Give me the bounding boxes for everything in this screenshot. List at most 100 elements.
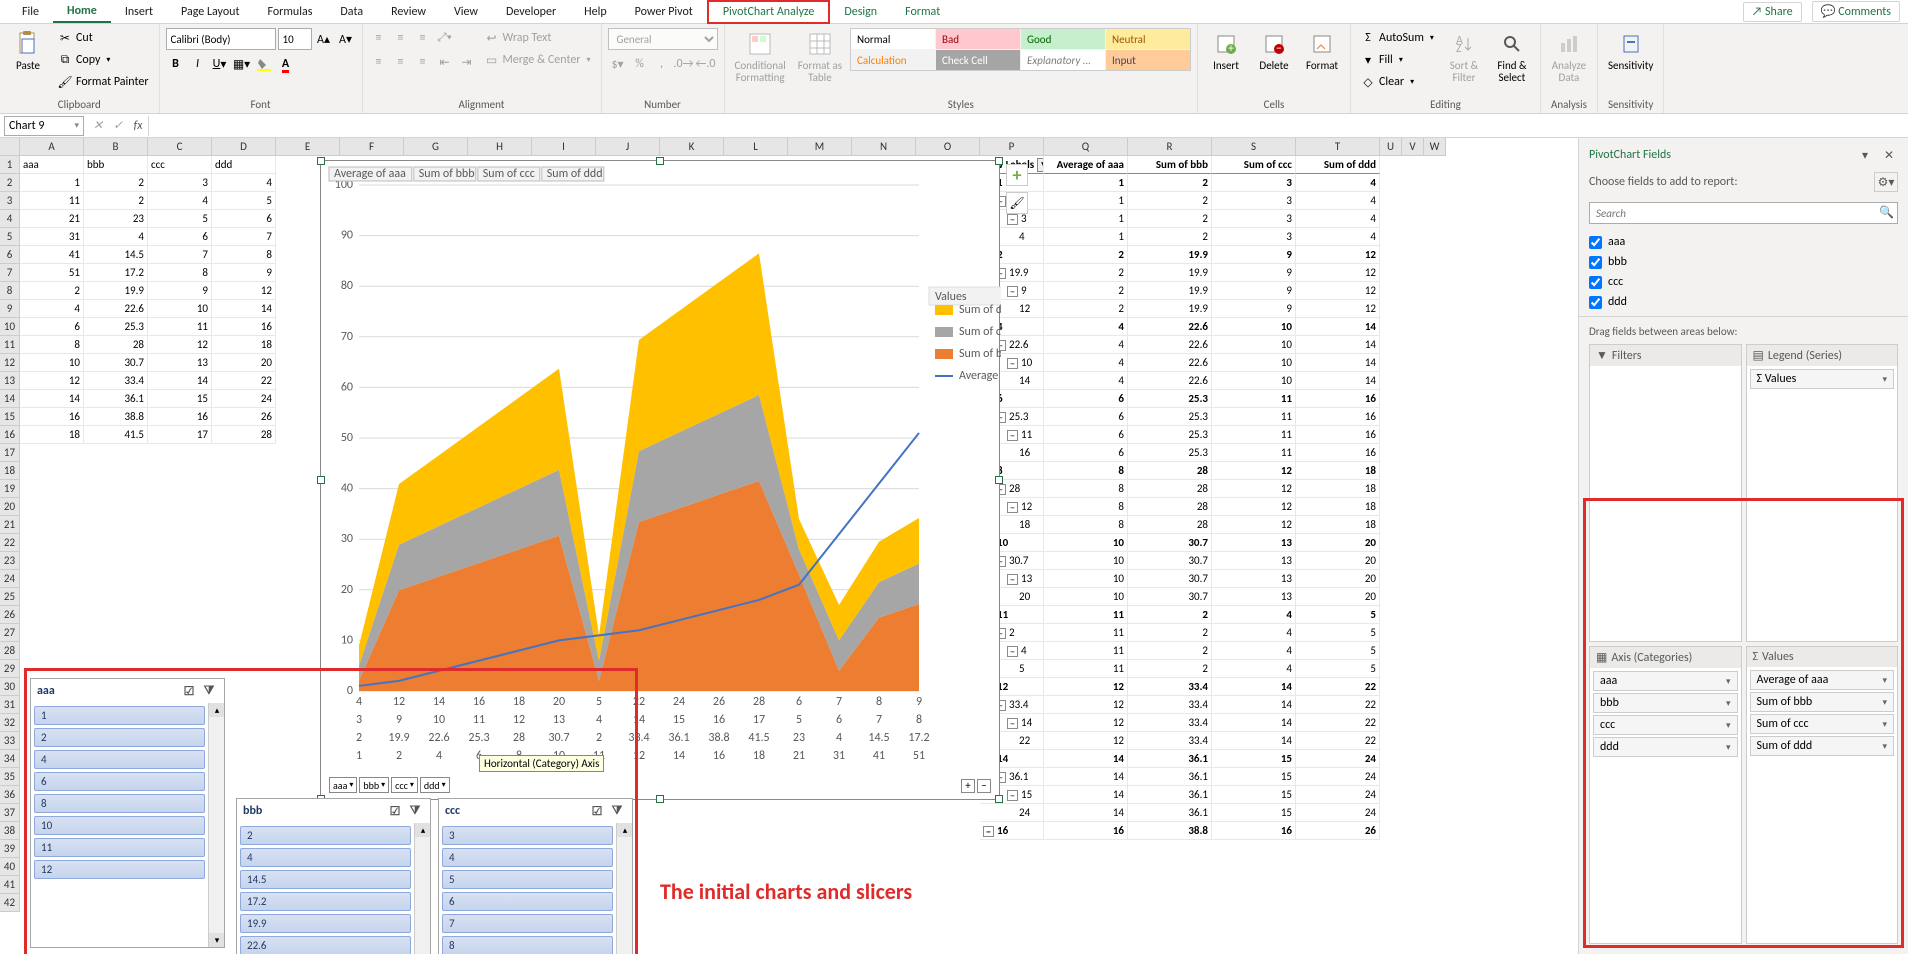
tab-page-layout[interactable]: Page Layout <box>167 2 253 22</box>
row-header[interactable]: 1 <box>0 156 19 174</box>
pivot-pill[interactable]: ccc▾ <box>1593 715 1738 735</box>
scroll-up-icon[interactable]: ▴ <box>209 703 224 717</box>
cell[interactable]: 13 <box>1212 534 1296 552</box>
orientation-icon[interactable]: ⤢▾ <box>435 28 455 48</box>
cell[interactable]: 13 <box>1212 570 1296 588</box>
align-bot-icon[interactable]: ≡ <box>413 28 433 48</box>
font-name-combo[interactable] <box>166 28 276 50</box>
cell[interactable]: 24 <box>1296 768 1380 786</box>
cell[interactable]: 22 <box>1296 732 1380 750</box>
cell[interactable]: 2 <box>1044 264 1128 282</box>
cell[interactable]: 10 <box>1044 552 1128 570</box>
fill-button[interactable]: ▾Fill▾ <box>1357 50 1438 70</box>
cell[interactable]: 11 <box>1044 642 1128 660</box>
cell[interactable]: 2 <box>84 192 148 210</box>
row-header[interactable]: 29 <box>0 660 19 678</box>
cell[interactable]: 14 <box>1212 678 1296 696</box>
chart-styles-button[interactable]: 🖌 <box>1006 192 1028 214</box>
chart-elements-button[interactable]: + <box>1006 164 1028 186</box>
cell[interactable]: 2 <box>1128 606 1212 624</box>
pivot-pill[interactable]: Sum of ddd▾ <box>1750 736 1895 756</box>
cell[interactable]: 38.8 <box>1128 822 1212 840</box>
chevron-down-icon[interactable]: ▾ <box>1726 720 1731 731</box>
indent-inc-icon[interactable]: ⇥ <box>457 52 477 72</box>
autosum-button[interactable]: ΣAutoSum▾ <box>1357 28 1438 48</box>
align-left-icon[interactable]: ≡ <box>369 52 389 72</box>
cell[interactable]: 4 <box>1296 174 1380 192</box>
cell[interactable]: 8 <box>1044 516 1128 534</box>
cell[interactable]: 4 <box>1044 354 1128 372</box>
cell[interactable]: 13 <box>1212 552 1296 570</box>
cell[interactable]: 24 <box>980 804 1044 822</box>
row-header[interactable]: 31 <box>0 696 19 714</box>
clear-filter-icon[interactable]: ⧩ <box>406 802 424 820</box>
cell[interactable]: 33.4 <box>1128 696 1212 714</box>
cell[interactable]: 14 <box>1296 336 1380 354</box>
cell[interactable]: 1 <box>1044 210 1128 228</box>
cell[interactable]: 2 <box>1128 660 1212 678</box>
row-header[interactable]: 5 <box>0 228 19 246</box>
conditional-formatting-button[interactable]: Conditional Formatting <box>731 28 790 86</box>
cell[interactable]: 20 <box>212 354 276 372</box>
cell[interactable]: 22 <box>1296 714 1380 732</box>
cell[interactable]: 12 <box>1044 732 1128 750</box>
chart-field-ccc[interactable]: ccc ▾ <box>391 777 418 793</box>
clear-filter-icon[interactable]: ⧩ <box>608 802 626 820</box>
chevron-down-icon[interactable]: ▾ <box>1882 374 1887 385</box>
cell[interactable]: 12 <box>1044 678 1128 696</box>
cell[interactable]: 9 <box>1212 264 1296 282</box>
col-header[interactable]: R <box>1128 138 1212 155</box>
cell[interactable]: 6 <box>1044 408 1128 426</box>
cell[interactable]: 4 <box>1044 336 1128 354</box>
row-headers[interactable]: 1234567891011121314151617181920212223242… <box>0 156 20 912</box>
cell[interactable]: 22 <box>1296 696 1380 714</box>
row-header[interactable]: 17 <box>0 444 19 462</box>
cell[interactable]: 31 <box>20 228 84 246</box>
slicer-item[interactable]: 2 <box>34 728 205 747</box>
cell[interactable]: 10 <box>148 300 212 318</box>
pivot-field-bbb[interactable]: bbb <box>1589 252 1898 272</box>
cell[interactable]: 14.5 <box>84 246 148 264</box>
style-calculation[interactable]: Calculation <box>851 50 935 70</box>
cell[interactable]: 6 <box>148 228 212 246</box>
cell[interactable]: 36.1 <box>1128 768 1212 786</box>
row-header[interactable]: 38 <box>0 822 19 840</box>
cell[interactable]: 16 <box>1044 822 1128 840</box>
collapse-icon[interactable]: − <box>1007 790 1018 801</box>
dec-decimal-icon[interactable]: ←.0 <box>696 54 716 74</box>
cell[interactable]: 11 <box>1212 390 1296 408</box>
cell[interactable]: 10 <box>20 354 84 372</box>
formula-input[interactable] <box>148 116 1908 136</box>
tab-home[interactable]: Home <box>53 1 111 23</box>
cell[interactable]: 12 <box>212 282 276 300</box>
cell[interactable]: 8 <box>212 246 276 264</box>
cell[interactable]: 10 <box>1044 534 1128 552</box>
cell[interactable]: 15 <box>148 390 212 408</box>
align-center-icon[interactable]: ≡ <box>391 52 411 72</box>
collapse-icon[interactable]: − <box>1007 214 1018 225</box>
col-header[interactable]: S <box>1212 138 1296 155</box>
cell[interactable]: 23 <box>84 210 148 228</box>
pivot-field-aaa[interactable]: aaa <box>1589 232 1898 252</box>
cell[interactable]: 24 <box>212 390 276 408</box>
cell[interactable]: 25.3 <box>1128 444 1212 462</box>
wrap-text-button[interactable]: ↩Wrap Text <box>481 28 595 48</box>
tab-pivotchart-analyze[interactable]: PivotChart Analyze <box>707 0 831 24</box>
col-header[interactable]: W <box>1424 138 1446 155</box>
inc-decimal-icon[interactable]: .0→ <box>674 54 694 74</box>
cell[interactable]: 41 <box>20 246 84 264</box>
chart-field-ddd[interactable]: ddd ▾ <box>420 777 450 793</box>
row-header[interactable]: 40 <box>0 858 19 876</box>
chevron-down-icon[interactable]: ▾ <box>1726 698 1731 709</box>
cell[interactable]: 2 <box>1128 642 1212 660</box>
cell[interactable]: 28 <box>1128 498 1212 516</box>
cell[interactable]: 11 <box>1212 408 1296 426</box>
find-select-button[interactable]: Find & Select <box>1490 28 1534 86</box>
row-header[interactable]: 2 <box>0 174 19 192</box>
format-cells-button[interactable]: Format <box>1300 28 1344 74</box>
cell[interactable]: 15 <box>1212 750 1296 768</box>
cell[interactable]: 7 <box>212 228 276 246</box>
cell[interactable]: 14 <box>20 390 84 408</box>
cell[interactable]: 4 <box>1296 228 1380 246</box>
cell[interactable]: 36.1 <box>1128 804 1212 822</box>
